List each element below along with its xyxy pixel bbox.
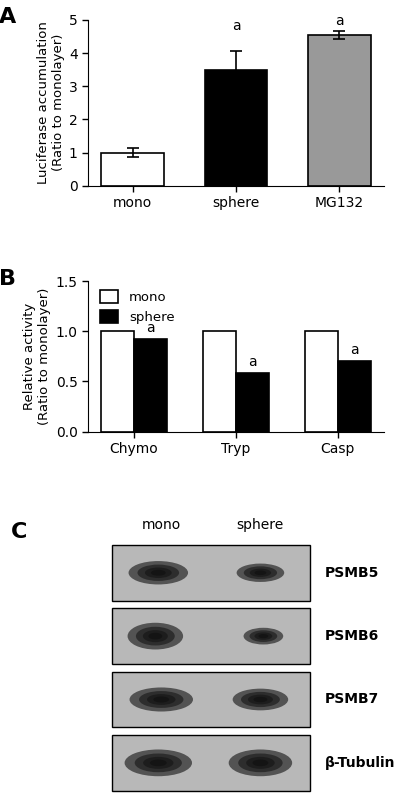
Ellipse shape <box>147 694 176 705</box>
Text: mono: mono <box>142 518 181 532</box>
Ellipse shape <box>237 563 284 582</box>
Bar <box>134 340 167 431</box>
Ellipse shape <box>150 760 167 766</box>
Bar <box>236 373 269 431</box>
Ellipse shape <box>254 570 266 575</box>
Ellipse shape <box>153 697 169 702</box>
Bar <box>112 735 310 791</box>
Y-axis label: Relative activity
(Ratio to monolayer): Relative activity (Ratio to monolayer) <box>24 288 52 425</box>
Text: sphere: sphere <box>237 518 284 532</box>
Ellipse shape <box>244 628 283 645</box>
Ellipse shape <box>135 753 182 772</box>
Ellipse shape <box>145 567 172 578</box>
Ellipse shape <box>238 753 283 772</box>
Ellipse shape <box>248 694 273 705</box>
Text: C: C <box>11 522 28 542</box>
Text: PSMB5: PSMB5 <box>325 566 379 580</box>
Bar <box>305 332 338 431</box>
Ellipse shape <box>258 634 268 638</box>
Ellipse shape <box>151 570 166 576</box>
Ellipse shape <box>136 626 175 646</box>
Ellipse shape <box>138 565 179 581</box>
Y-axis label: Luciferase accumulation
(Ratio to monolayer): Luciferase accumulation (Ratio to monola… <box>36 22 64 185</box>
Bar <box>112 608 310 664</box>
Text: B: B <box>0 269 16 289</box>
Text: β-Tubulin: β-Tubulin <box>325 756 395 770</box>
Ellipse shape <box>143 757 174 769</box>
Ellipse shape <box>246 757 275 769</box>
Bar <box>205 70 267 185</box>
Text: a: a <box>335 14 344 28</box>
Ellipse shape <box>252 760 268 766</box>
Bar <box>112 672 310 727</box>
Bar <box>338 361 370 431</box>
Text: A: A <box>0 6 16 26</box>
Text: PSMB7: PSMB7 <box>325 693 379 706</box>
Ellipse shape <box>250 569 271 577</box>
Bar <box>102 153 164 185</box>
Ellipse shape <box>241 692 280 707</box>
Ellipse shape <box>139 691 184 708</box>
Ellipse shape <box>254 632 272 640</box>
Ellipse shape <box>128 622 183 650</box>
Ellipse shape <box>130 687 193 712</box>
Bar <box>112 545 310 601</box>
Ellipse shape <box>250 630 277 642</box>
Text: PSMB6: PSMB6 <box>325 629 379 643</box>
Ellipse shape <box>233 689 288 710</box>
Bar <box>203 332 236 431</box>
Ellipse shape <box>124 749 192 776</box>
Ellipse shape <box>128 561 188 584</box>
Text: a: a <box>146 321 155 336</box>
Text: a: a <box>248 356 257 369</box>
Text: a: a <box>350 344 358 357</box>
Bar <box>102 332 134 431</box>
Ellipse shape <box>143 630 168 642</box>
Ellipse shape <box>254 697 267 702</box>
Legend: mono, sphere: mono, sphere <box>94 284 180 329</box>
Bar <box>308 35 370 185</box>
Text: a: a <box>232 19 240 34</box>
Ellipse shape <box>244 566 277 579</box>
Ellipse shape <box>148 633 162 639</box>
Ellipse shape <box>229 749 292 776</box>
